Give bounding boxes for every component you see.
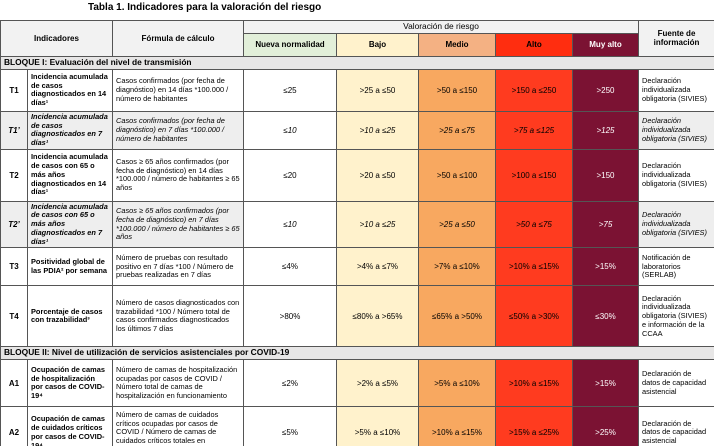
threshold: >125 [572,110,639,150]
indicator-formula: Número de casos diagnosticados con traza… [112,285,244,348]
indicator-row: T1 Incidencia acumulada de casos diagnost… [0,68,714,112]
threshold: >50 a ≤150 [418,68,496,112]
indicator-source: Declaración individualizada obligatoria … [638,148,714,202]
indicator-code: A1 [0,359,28,408]
threshold: >15% [572,359,639,408]
threshold: >100 a ≤150 [495,148,573,202]
indicator-source: Declaración de datos de capacidad asiste… [638,359,714,408]
indicator-code: T3 [0,247,28,287]
level-header: Bajo [336,32,419,57]
indicator-source: Notificación de laboratorios (SERLAB) [638,247,714,287]
indicator-code: T4 [0,285,28,348]
indicator-formula: Casos confirmados (por fecha de diagnóst… [112,110,244,150]
table-title: Tabla 1. Indicadores para la valoración … [88,2,322,13]
indicator-name: Positividad global de las PDIA² por sema… [27,247,113,287]
indicator-code: T1 [0,68,28,112]
threshold: >4% a ≤7% [336,247,419,287]
threshold: >25 a ≤50 [336,68,419,112]
threshold: >5% a ≤10% [336,406,419,446]
threshold: >10% a ≤15% [418,406,496,446]
indicator-row: T1’ Incidencia acumulada de casos diagnos… [0,110,714,150]
risk-table: Indicadores Fórmula de cálculo Valoració… [0,20,714,446]
threshold: ≤25 [243,68,337,112]
indicator-code: T2 [0,148,28,202]
threshold: ≤10 [243,110,337,150]
threshold: >50 a ≤100 [418,148,496,202]
threshold: >15% a ≤25% [495,406,573,446]
indicator-row: T2 Incidencia acumulada de casos con 65 o… [0,148,714,202]
indicator-formula: Casos ≥ 65 años confirmados (por fecha d… [112,200,244,249]
header-fuente: Fuente de información [638,20,714,57]
threshold: >20 a ≤50 [336,148,419,202]
indicator-source: Declaración individualizada obligatoria … [638,200,714,249]
indicator-name: Incidencia acumulada de casos diagnostic… [27,110,113,150]
indicator-formula: Número de pruebas con resultado positivo… [112,247,244,287]
threshold: ≤65% a >50% [418,285,496,348]
indicator-row: A2 Ocupación de camas de cuidados crítico… [0,406,714,446]
threshold: >25 a ≤50 [418,200,496,249]
threshold: >150 a ≤250 [495,68,573,112]
indicator-row: T4 Porcentaje de casos con trazabilidad³ N… [0,285,714,348]
threshold: >10% a ≤15% [495,247,573,287]
threshold: >25 a ≤75 [418,110,496,150]
threshold: >75 a ≤125 [495,110,573,150]
section-row: BLOQUE I: Evaluación del nivel de transm… [0,55,714,70]
indicator-name: Porcentaje de casos con trazabilidad³ [27,285,113,348]
level-header: Alto [495,32,573,57]
indicator-code: A2 [0,406,28,446]
section-title: BLOQUE I: Evaluación del nivel de transm… [0,55,714,70]
indicator-formula: Casos confirmados (por fecha de diagnóst… [112,68,244,112]
threshold: >10 a ≤25 [336,110,419,150]
threshold: ≤30% [572,285,639,348]
threshold: >7% a ≤10% [418,247,496,287]
threshold: >10 a ≤25 [336,200,419,249]
indicator-row: T3 Positividad global de las PDIA² por se… [0,247,714,287]
threshold: >75 [572,200,639,249]
header-indicadores: Indicadores [0,20,113,57]
header-formula: Fórmula de cálculo [112,20,244,57]
threshold: >50 a ≤75 [495,200,573,249]
threshold: ≤80% a >65% [336,285,419,348]
section-title: BLOQUE II: Nivel de utilización de servi… [0,346,714,361]
threshold: ≤5% [243,406,337,446]
level-row: Nueva normalidad Bajo Medio Alto Muy alto [1,32,714,57]
indicator-code: T2’ [0,200,28,249]
threshold: ≤2% [243,359,337,408]
indicator-name: Ocupación de camas de hospitalización po… [27,359,113,408]
threshold: >2% a ≤5% [336,359,419,408]
level-header: Nueva normalidad [243,32,337,57]
indicator-source: Declaración de datos de capacidad asiste… [638,406,714,446]
threshold: >80% [243,285,337,348]
threshold: >10% a ≤15% [495,359,573,408]
indicator-formula: Número de camas de hospitalización ocupa… [112,359,244,408]
indicator-name: Incidencia acumulada de casos con 65 o m… [27,148,113,202]
threshold: >15% [572,247,639,287]
threshold: ≤50% a >30% [495,285,573,348]
indicator-name: Ocupación de camas de cuidados críticos … [27,406,113,446]
threshold: >250 [572,68,639,112]
indicator-source: Declaración individualizada obligatoria … [638,285,714,348]
level-header: Medio [418,32,496,57]
level-header: Muy alto [572,32,639,57]
indicator-name: Incidencia acumulada de casos diagnostic… [27,68,113,112]
indicator-row: T2’ Incidencia acumulada de casos con 65 … [0,200,714,249]
header-valoracion: Valoración de riesgo [243,20,639,34]
threshold: >150 [572,148,639,202]
indicator-code: T1’ [0,110,28,150]
threshold: ≤20 [243,148,337,202]
indicator-row: A1 Ocupación de camas de hospitalización … [0,359,714,408]
table-body: BLOQUE I: Evaluación del nivel de transm… [0,55,714,446]
indicator-name: Incidencia acumulada de casos con 65 o m… [27,200,113,249]
threshold: ≤4% [243,247,337,287]
threshold: >25% [572,406,639,446]
threshold: >5% a ≤10% [418,359,496,408]
indicator-formula: Casos ≥ 65 años confirmados (por fecha d… [112,148,244,202]
indicator-formula: Número de camas de cuidados críticos ocu… [112,406,244,446]
indicator-source: Declaración individualizada obligatoria … [638,68,714,112]
indicator-source: Declaración individualizada obligatoria … [638,110,714,150]
header-row: Indicadores Fórmula de cálculo Valoració… [0,20,714,57]
threshold: ≤10 [243,200,337,249]
section-row: BLOQUE II: Nivel de utilización de servi… [0,346,714,361]
